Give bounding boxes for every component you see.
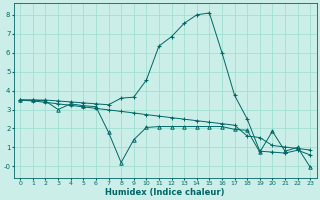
X-axis label: Humidex (Indice chaleur): Humidex (Indice chaleur)	[106, 188, 225, 197]
